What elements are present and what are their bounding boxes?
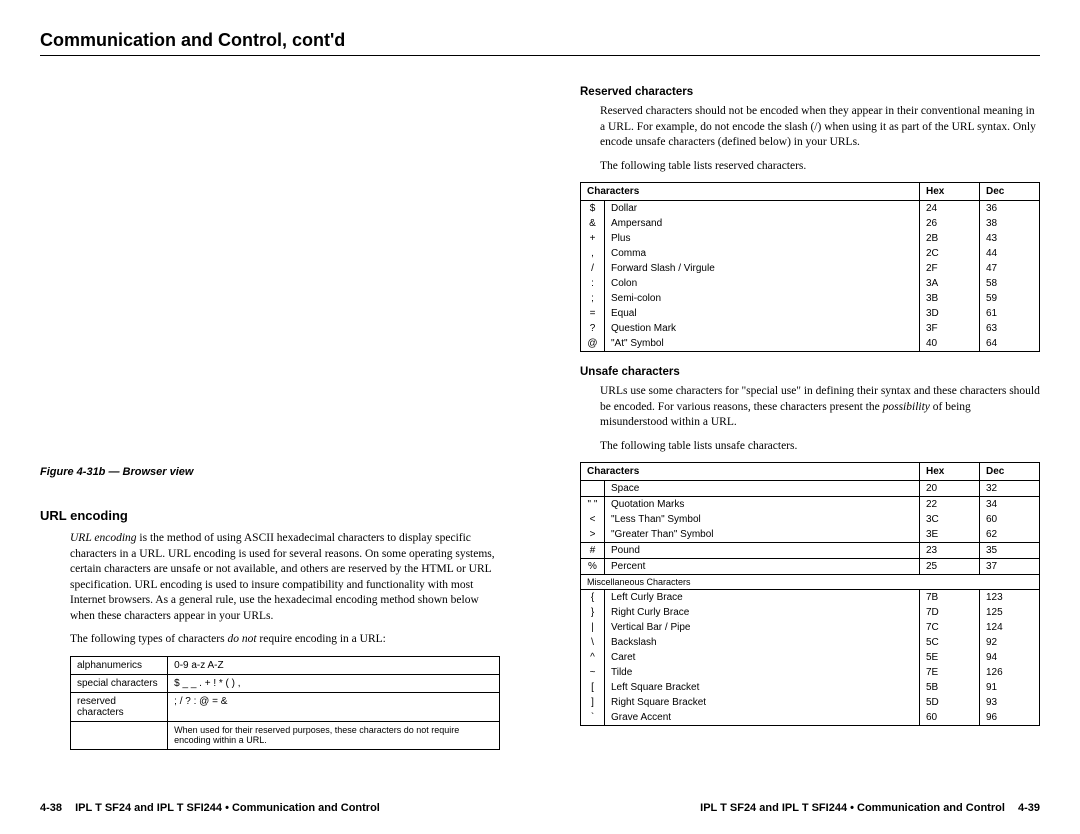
url-encoding-p2: The following types of characters do not…	[70, 632, 500, 648]
table-row: ;Semi-colon3B59	[581, 291, 1040, 306]
table-row: ^Caret5E94	[581, 650, 1040, 665]
reserved-heading: Reserved characters	[580, 86, 1040, 98]
table-row: +Plus2B43	[581, 231, 1040, 246]
table-row: =Equal3D61	[581, 306, 1040, 321]
noenc-table: alphanumerics0-9 a-z A-Zspecial characte…	[70, 656, 500, 751]
table-row: ~Tilde7E126	[581, 665, 1040, 680]
left-column: Figure 4-31b — Browser view URL encoding…	[40, 86, 500, 782]
table-row: @"At" Symbol4064	[581, 336, 1040, 352]
table-row: [Left Square Bracket5B91	[581, 680, 1040, 695]
table-row: Space2032	[581, 481, 1040, 497]
th-hex-u: Hex	[920, 463, 980, 481]
unsafe-p1: URLs use some characters for "special us…	[600, 384, 1040, 431]
url-encoding-p1: URL encoding is the method of using ASCI…	[70, 531, 500, 624]
reserved-p1: Reserved characters should not be encode…	[600, 104, 1040, 151]
right-column: Reserved characters Reserved characters …	[580, 86, 1040, 782]
figure-caption: Figure 4-31b — Browser view	[40, 466, 500, 478]
unsafe-heading: Unsafe characters	[580, 366, 1040, 378]
table-row: `Grave Accent6096	[581, 710, 1040, 726]
table-row: alphanumerics0-9 a-z A-Z	[71, 656, 500, 674]
table-row: $Dollar2436	[581, 201, 1040, 217]
footer-left-text: IPL T SF24 and IPL T SFI244 • Communicat…	[75, 802, 380, 814]
table-row: &Ampersand2638	[581, 216, 1040, 231]
table-row: special characters$ _ _ . + ! * ( ) ,	[71, 674, 500, 692]
table-row: >"Greater Than" Symbol3E62	[581, 527, 1040, 543]
url-encoding-lead: URL encoding	[70, 532, 137, 544]
unsafe-table: Characters Hex Dec Space2032" "Quotation…	[580, 462, 1040, 726]
table-row: \Backslash5C92	[581, 635, 1040, 650]
table-row: <"Less Than" Symbol3C60	[581, 512, 1040, 527]
table-row: }Right Curly Brace7D125	[581, 605, 1040, 620]
footer-right-text: IPL T SF24 and IPL T SFI244 • Communicat…	[700, 802, 1005, 814]
url-encoding-heading: URL encoding	[40, 508, 500, 523]
table-row: :Colon3A58	[581, 276, 1040, 291]
th-dec-u: Dec	[980, 463, 1040, 481]
unsafe-p2: The following table lists unsafe charact…	[600, 439, 1040, 455]
table-row: ?Question Mark3F63	[581, 321, 1040, 336]
table-row: %Percent2537	[581, 559, 1040, 575]
table-row: |Vertical Bar / Pipe7C124	[581, 620, 1040, 635]
table-row: When used for their reserved purposes, t…	[71, 721, 500, 750]
footer-right-page: 4-39	[1018, 802, 1040, 814]
table-row: reserved characters; / ? : @ = &	[71, 692, 500, 721]
page-header: Communication and Control, cont'd	[40, 30, 1040, 56]
footer-left-page: 4-38	[40, 802, 62, 814]
th-characters-u: Characters	[581, 463, 920, 481]
table-row: " "Quotation Marks2234	[581, 497, 1040, 513]
th-hex: Hex	[920, 183, 980, 201]
misc-label-row: Miscellaneous Characters	[581, 575, 1040, 590]
table-row: /Forward Slash / Virgule2F47	[581, 261, 1040, 276]
table-row: ,Comma2C44	[581, 246, 1040, 261]
reserved-p2: The following table lists reserved chara…	[600, 159, 1040, 175]
page-footer: 4-38 IPL T SF24 and IPL T SFI244 • Commu…	[40, 782, 1040, 814]
table-row: {Left Curly Brace7B123	[581, 590, 1040, 606]
reserved-table: Characters Hex Dec $Dollar2436&Ampersand…	[580, 182, 1040, 352]
footer-left: 4-38 IPL T SF24 and IPL T SFI244 • Commu…	[40, 802, 380, 814]
th-dec: Dec	[980, 183, 1040, 201]
table-row: ]Right Square Bracket5D93	[581, 695, 1040, 710]
table-row: #Pound2335	[581, 543, 1040, 559]
th-characters: Characters	[581, 183, 920, 201]
footer-right: IPL T SF24 and IPL T SFI244 • Communicat…	[700, 802, 1040, 814]
